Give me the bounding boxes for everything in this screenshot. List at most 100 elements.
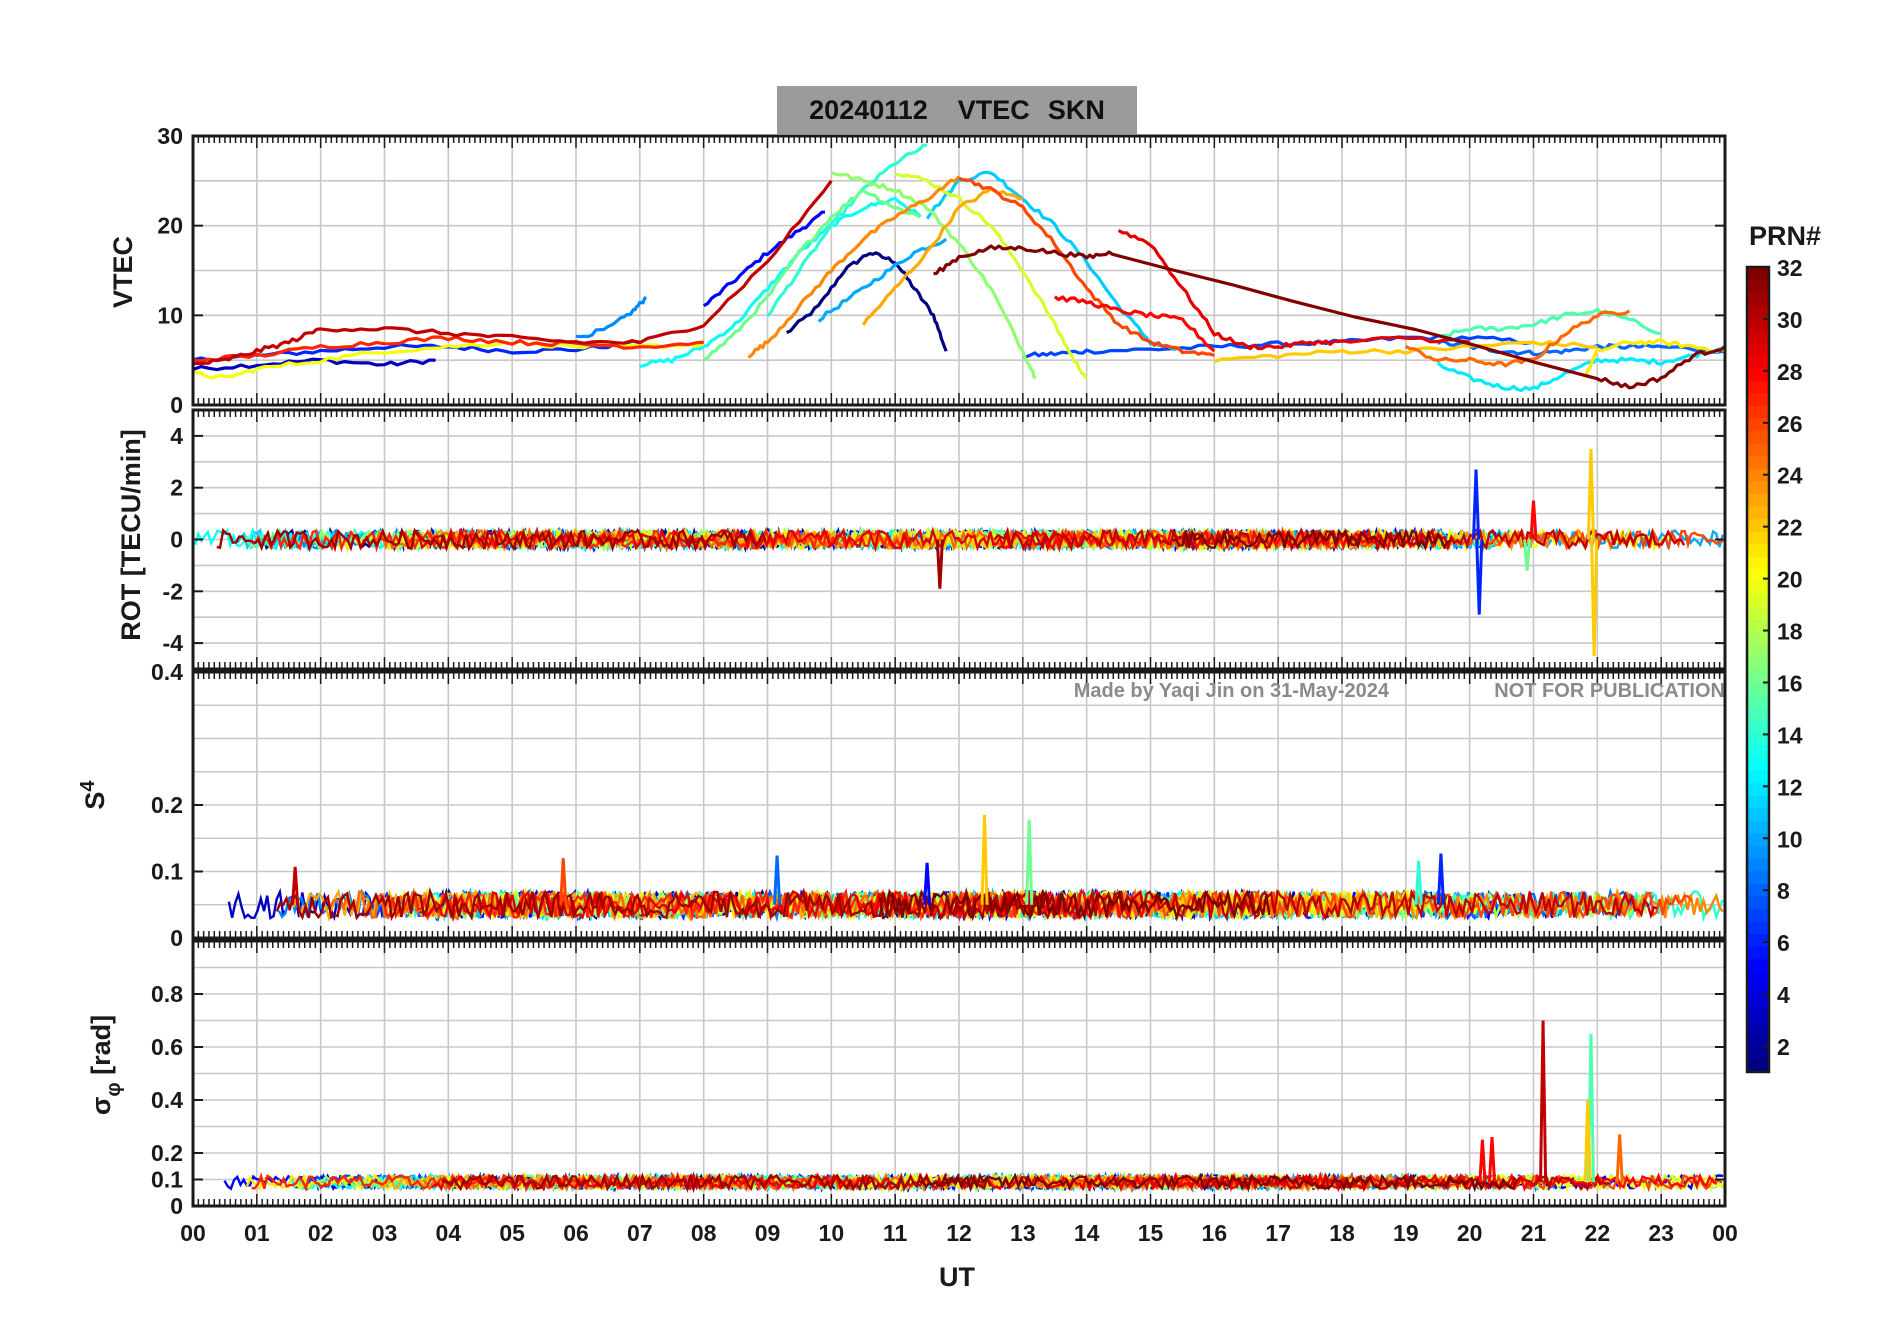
colorbar-swatch — [1747, 1059, 1769, 1073]
spike-prn-6 — [1471, 469, 1481, 540]
y-tick-label: 0.6 — [151, 1034, 183, 1060]
y-tick-label: 0.4 — [151, 1087, 183, 1113]
watermark-author: Made by Yaqi Jin on 31-May-2024 — [1074, 680, 1390, 702]
spike-prn-5 — [923, 862, 932, 905]
colorbar-swatch — [1747, 870, 1769, 884]
series-prn-30 — [993, 526, 1686, 553]
x-tick-label: 18 — [1329, 1220, 1355, 1246]
colorbar-tick-label: 6 — [1777, 930, 1790, 956]
panels: 0102030-4-202400.10.20.400.10.20.40.60.8… — [151, 123, 1738, 1246]
spike-prn-28 — [1529, 500, 1538, 540]
series-prn-27 — [193, 335, 704, 363]
colorbar-swatch — [1747, 845, 1769, 859]
colorbar-swatch — [1747, 594, 1769, 608]
colorbar-tick-label: 12 — [1777, 774, 1803, 800]
colorbar-tick-label: 26 — [1777, 411, 1803, 437]
spike-prn-22 — [1586, 448, 1596, 540]
y-tick-label: 0.4 — [151, 659, 183, 685]
colorbar-tick-label: 30 — [1777, 307, 1803, 333]
y-tick-label: 0.2 — [151, 1140, 183, 1166]
panel-s4: 0 0.1 0.2 0.4 — [151, 659, 1727, 951]
x-tick-label: 14 — [1074, 1220, 1100, 1246]
title-station: SKN — [1048, 95, 1105, 125]
series-group — [194, 448, 1724, 657]
colorbar-swatch — [1747, 380, 1769, 394]
colorbar-swatch — [1747, 933, 1769, 947]
colorbar-swatch — [1747, 329, 1769, 344]
y-tick-label: 0.1 — [151, 859, 183, 885]
y-tick-label: 4 — [170, 423, 183, 449]
series-prn-32 — [1172, 527, 1452, 552]
colorbar-tick-label: 16 — [1777, 670, 1803, 696]
colorbar-swatch — [1747, 304, 1769, 318]
colorbar-tick-label: 32 — [1777, 255, 1803, 281]
series-prn-30 — [954, 888, 1658, 922]
colorbar-frame — [1745, 265, 1771, 1074]
spike-prn-30 — [1539, 1020, 1548, 1183]
series-prn-10 — [817, 237, 948, 323]
series-prn-25 — [1405, 309, 1631, 368]
x-tick-label: 12 — [946, 1220, 972, 1246]
x-tick-label: 23 — [1648, 1220, 1674, 1246]
panel-vtec: 0 10 20 30 — [157, 123, 1727, 418]
spike-prn-28 — [1478, 1139, 1487, 1183]
series-prn-9 — [575, 296, 647, 339]
colorbar-tick-label: 18 — [1777, 619, 1803, 645]
y-tick-label: -4 — [163, 630, 184, 656]
colorbar-tick-label: 14 — [1777, 722, 1803, 748]
x-tick-label: 00 — [180, 1220, 206, 1246]
colorbar-swatch — [1747, 455, 1769, 469]
series-prn-32 — [919, 1171, 1518, 1193]
y-tick-label: 0 — [170, 925, 183, 951]
series-prn-31 — [441, 1172, 992, 1194]
spike-prn-26 — [559, 858, 568, 905]
x-tick-label: 17 — [1265, 1220, 1291, 1246]
title-kind: VTEC — [958, 95, 1030, 125]
colorbar-swatch — [1747, 682, 1769, 696]
x-tick-label: 11 — [883, 1220, 908, 1246]
series-prn-22 — [1213, 339, 1598, 364]
colorbar-swatch — [1747, 883, 1769, 897]
x-tick-label: 19 — [1393, 1220, 1419, 1246]
series-prn-3 — [193, 357, 436, 372]
spike-prn-16 — [1523, 539, 1532, 571]
spike-prn-8 — [773, 855, 782, 905]
series-prn-29 — [1117, 229, 1470, 351]
spike-prn-22 — [1583, 1099, 1592, 1183]
colorbar-swatch — [1747, 443, 1769, 457]
colorbar-swatch — [1747, 795, 1769, 809]
colorbar-tick-label: 10 — [1777, 826, 1803, 852]
series-prn-21 — [1583, 338, 1725, 379]
x-axis-label: UT — [939, 1262, 975, 1292]
rot-ylabel: ROT [TECU/min] — [116, 429, 146, 640]
x-tick-label: 15 — [1138, 1220, 1164, 1246]
y-tick-label: 30 — [157, 123, 183, 149]
x-tick-label: 22 — [1585, 1220, 1611, 1246]
series-prn-32 — [878, 888, 1271, 922]
colorbar-label: PRN# — [1749, 221, 1821, 251]
x-tick-label: 03 — [372, 1220, 398, 1246]
y-tick-label: -2 — [163, 578, 183, 604]
colorbar-swatch — [1747, 417, 1769, 432]
panel-sigma_phi: 00.10.2 0.4 0.6 0.8 00 01 02 03 04 05 06 07 08 09 10 11… — [151, 939, 1738, 1246]
series-prn-5 — [702, 210, 825, 308]
series-prn-29 — [431, 1171, 1364, 1193]
colorbar-swatch — [1747, 543, 1769, 557]
colorbar-tick-label: 4 — [1777, 982, 1790, 1008]
spike-prn-22 — [1590, 539, 1599, 657]
colorbar-swatch — [1747, 820, 1769, 834]
colorbar-swatch — [1747, 1034, 1769, 1048]
colorbar-swatch — [1747, 619, 1769, 633]
s4-ylabel: S4 — [77, 780, 110, 810]
x-tick-label: 01 — [244, 1220, 270, 1246]
colorbar-swatch — [1747, 807, 1769, 822]
series-prn-19 — [894, 172, 1088, 380]
x-tick-label: 20 — [1457, 1220, 1483, 1246]
y-tick-label: 0.1 — [151, 1167, 183, 1193]
series-prn-15 — [1437, 307, 1662, 338]
series-prn-24 — [747, 175, 961, 359]
series-group — [193, 143, 1725, 392]
colorbar-swatch — [1747, 908, 1769, 922]
colorbar-tick-label: 8 — [1777, 878, 1790, 904]
